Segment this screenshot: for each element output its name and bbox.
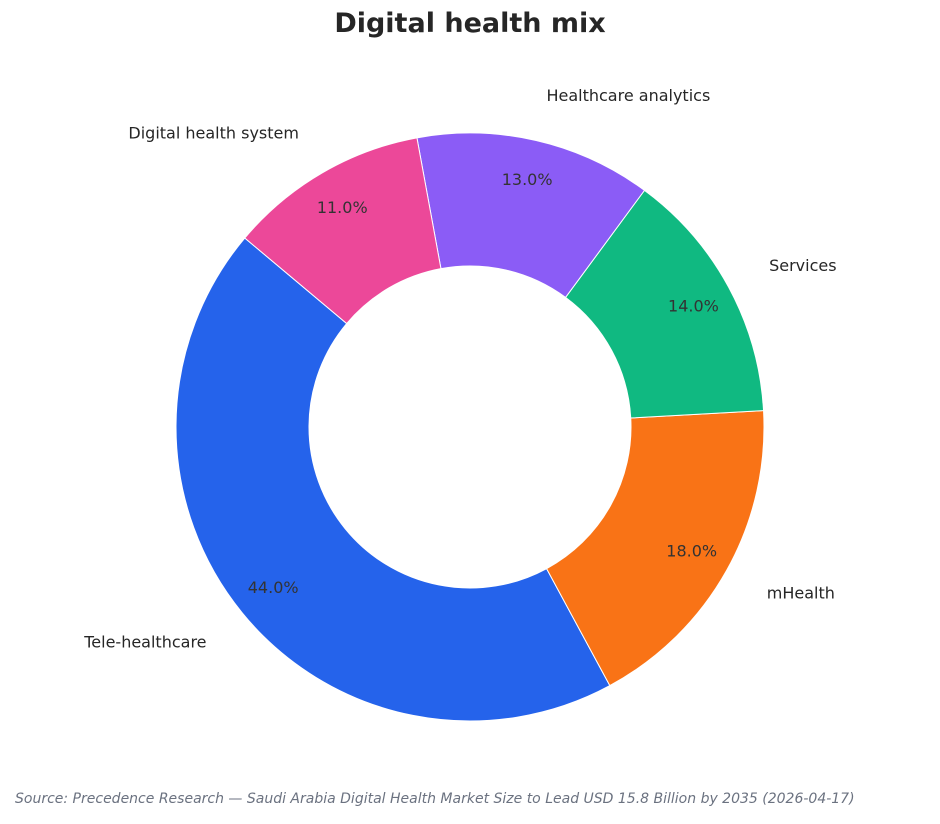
slice-digital-health-system bbox=[244, 137, 442, 325]
pct-label-mhealth: 18.0% bbox=[666, 541, 717, 560]
slice-mhealth bbox=[545, 410, 765, 687]
pct-label-healthcare-analytics: 13.0% bbox=[502, 170, 553, 189]
pct-label-services: 14.0% bbox=[668, 297, 719, 316]
category-label-healthcare-analytics: Healthcare analytics bbox=[546, 86, 710, 105]
slice-services bbox=[564, 189, 765, 419]
slice-tele-healthcare bbox=[175, 237, 611, 722]
labels-group: 44.0% Tele-healthcare 18.0% mHealth 14.0% Ser… bbox=[83, 86, 836, 651]
slices-group bbox=[175, 132, 765, 722]
chart-source: Source: Precedence Research — Saudi Arab… bbox=[15, 791, 855, 807]
pct-label-digital-health-system: 11.0% bbox=[317, 198, 368, 217]
chart-title: Digital health mix bbox=[334, 8, 606, 39]
category-label-tele-healthcare: Tele-healthcare bbox=[83, 632, 206, 651]
category-label-services: Services bbox=[769, 256, 836, 275]
category-label-digital-health-system: Digital health system bbox=[128, 124, 299, 143]
category-label-mhealth: mHealth bbox=[767, 583, 835, 602]
pct-label-tele-healthcare: 44.0% bbox=[248, 578, 299, 597]
